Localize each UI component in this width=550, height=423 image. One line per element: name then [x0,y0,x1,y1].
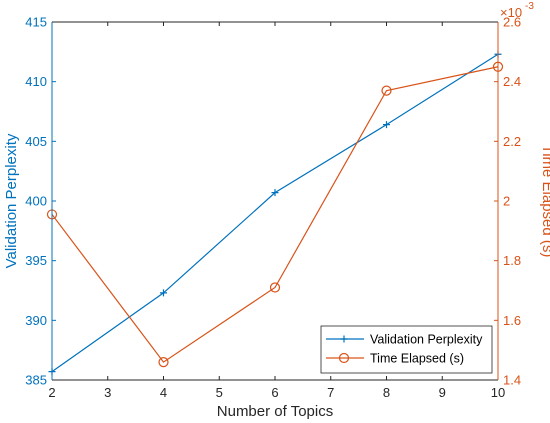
x-tick-label: 7 [327,385,334,400]
left-y-tick-label: 395 [25,253,47,268]
x-tick-label: 10 [491,385,505,400]
x-axis-label: Number of Topics [217,403,333,420]
x-tick-label: 2 [48,385,55,400]
data-point-time-elapsed-s [158,357,169,368]
x-tick-label: 9 [439,385,446,400]
x-tick-label: 8 [383,385,390,400]
series-line-time-elapsed-s [51,66,499,363]
right-y-tick-label: 2.2 [503,134,521,149]
x-tick-label: 6 [271,385,278,400]
data-point-validation-perplexity [160,289,167,297]
left-y-axis-label: Validation Perplexity [3,133,20,268]
data-point-validation-perplexity [271,189,279,197]
legend-label-validation-perplexity: Validation Perplexity [370,333,483,347]
legend-label-time-elapsed: Time Elapsed (s) [370,352,464,366]
x-tick-label: 4 [160,385,167,400]
right-y-tick-label: 2 [503,194,510,209]
left-y-tick-label: 400 [25,194,47,209]
left-y-tick-label: 385 [25,373,47,388]
right-y-tick-label: 1.4 [503,373,521,388]
right-axis-exponent: -3 [525,1,534,12]
data-point-validation-perplexity [383,121,390,129]
right-axis-multiplier: ×10 [500,5,522,20]
data-point-time-elapsed-s [381,85,392,96]
left-y-tick-label: 405 [25,134,47,149]
legend: Validation Perplexity Time Elapsed (s) [320,325,493,374]
x-tick-label: 3 [104,385,111,400]
right-y-tick-label: 1.6 [503,313,521,328]
right-y-tick-label: 2.6 [503,15,521,30]
right-y-axis-ticks: 1.4 1.6 1.8 2 2.2 2.4 2.6 [494,15,521,388]
left-y-tick-label: 410 [25,74,47,89]
x-tick-label: 5 [216,385,223,400]
right-y-axis-label: Time Elapsed (s) [539,145,550,258]
right-y-tick-label: 2.4 [503,74,521,89]
right-y-tick-label: 1.8 [503,253,521,268]
legend-marker-circle [338,352,350,364]
data-point-time-elapsed-s [269,282,281,293]
left-y-tick-label: 415 [25,15,47,30]
legend-marker-plus [340,335,348,343]
left-y-tick-label: 390 [25,313,47,328]
plot-area [52,22,498,380]
legend-box [320,325,493,374]
left-y-axis-ticks: 385 390 395 400 405 410 415 [25,15,56,388]
